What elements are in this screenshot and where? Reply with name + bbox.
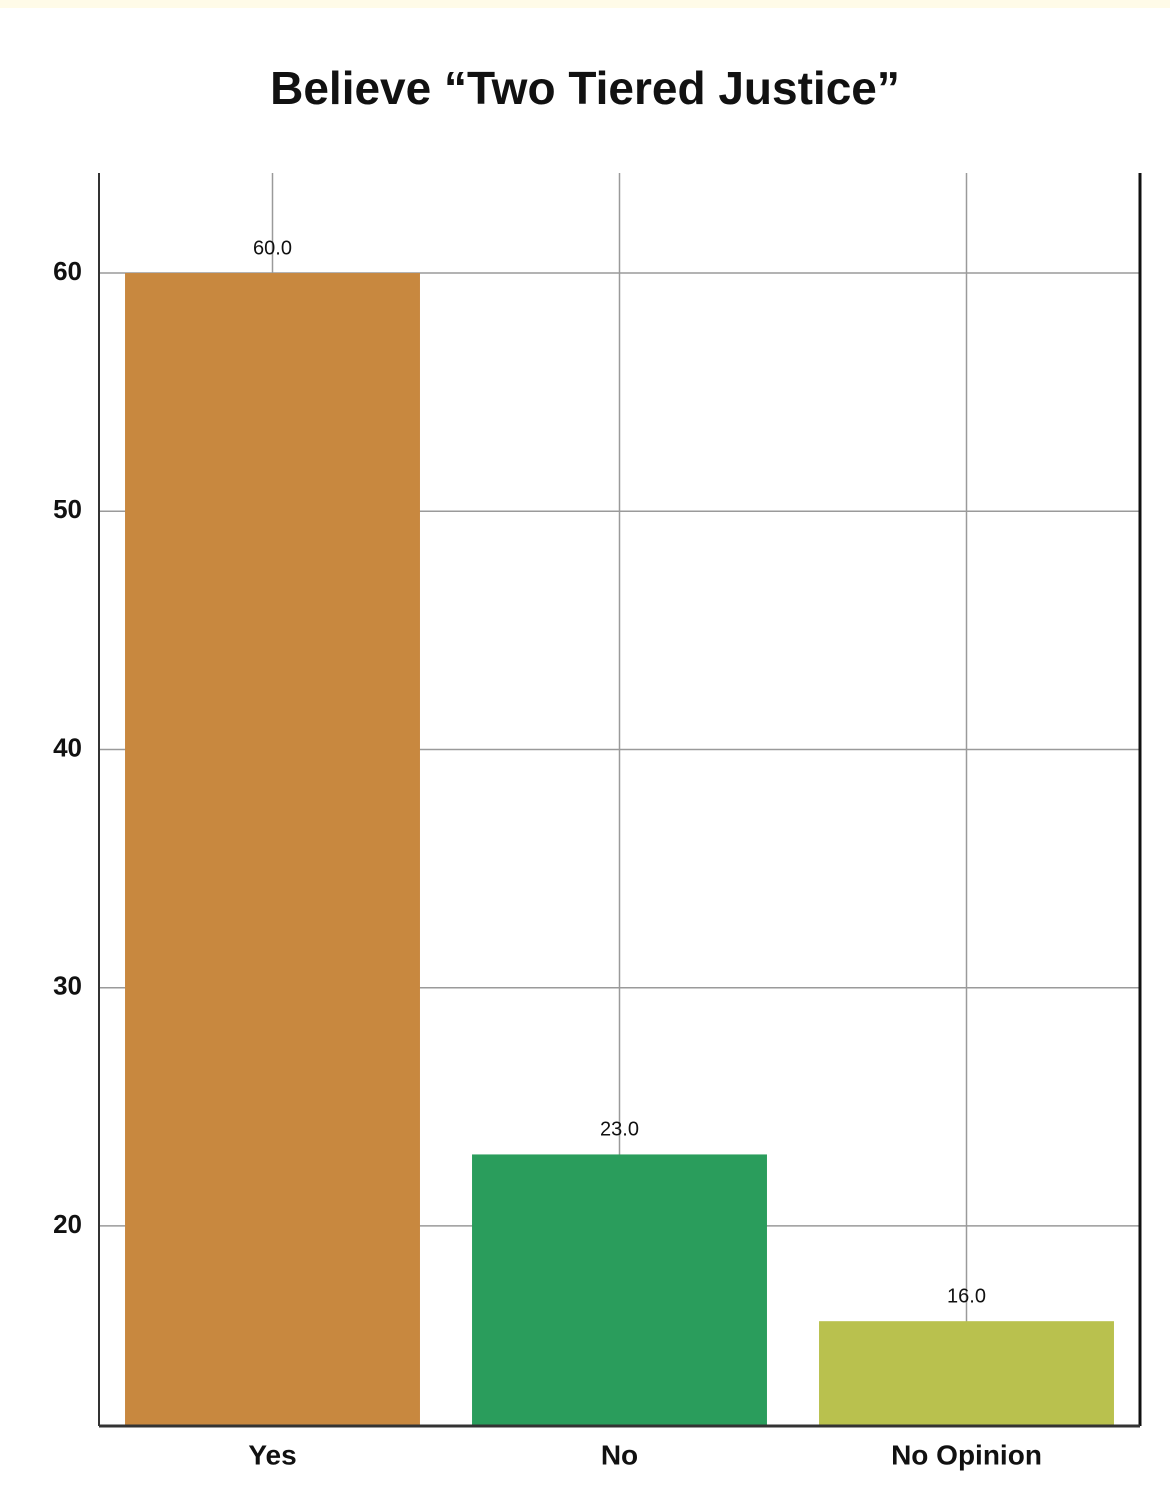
bar (472, 1154, 767, 1426)
bar (819, 1321, 1114, 1426)
y-tick-label: 30 (53, 971, 82, 1001)
y-tick-label: 40 (53, 732, 82, 762)
x-tick-label: No (601, 1439, 638, 1470)
x-tick-label: No Opinion (891, 1439, 1042, 1470)
top-strip (0, 0, 1170, 8)
value-label: 16.0 (947, 1285, 986, 1307)
value-label: 23.0 (600, 1119, 639, 1141)
chart-title: Believe “Two Tiered Justice” (270, 62, 900, 114)
bar (125, 273, 420, 1426)
y-tick-label: 20 (53, 1209, 82, 1239)
y-tick-label: 50 (53, 494, 82, 524)
x-tick-label: Yes (248, 1439, 296, 1470)
value-label: 60.0 (253, 237, 292, 259)
y-tick-label: 60 (53, 256, 82, 286)
